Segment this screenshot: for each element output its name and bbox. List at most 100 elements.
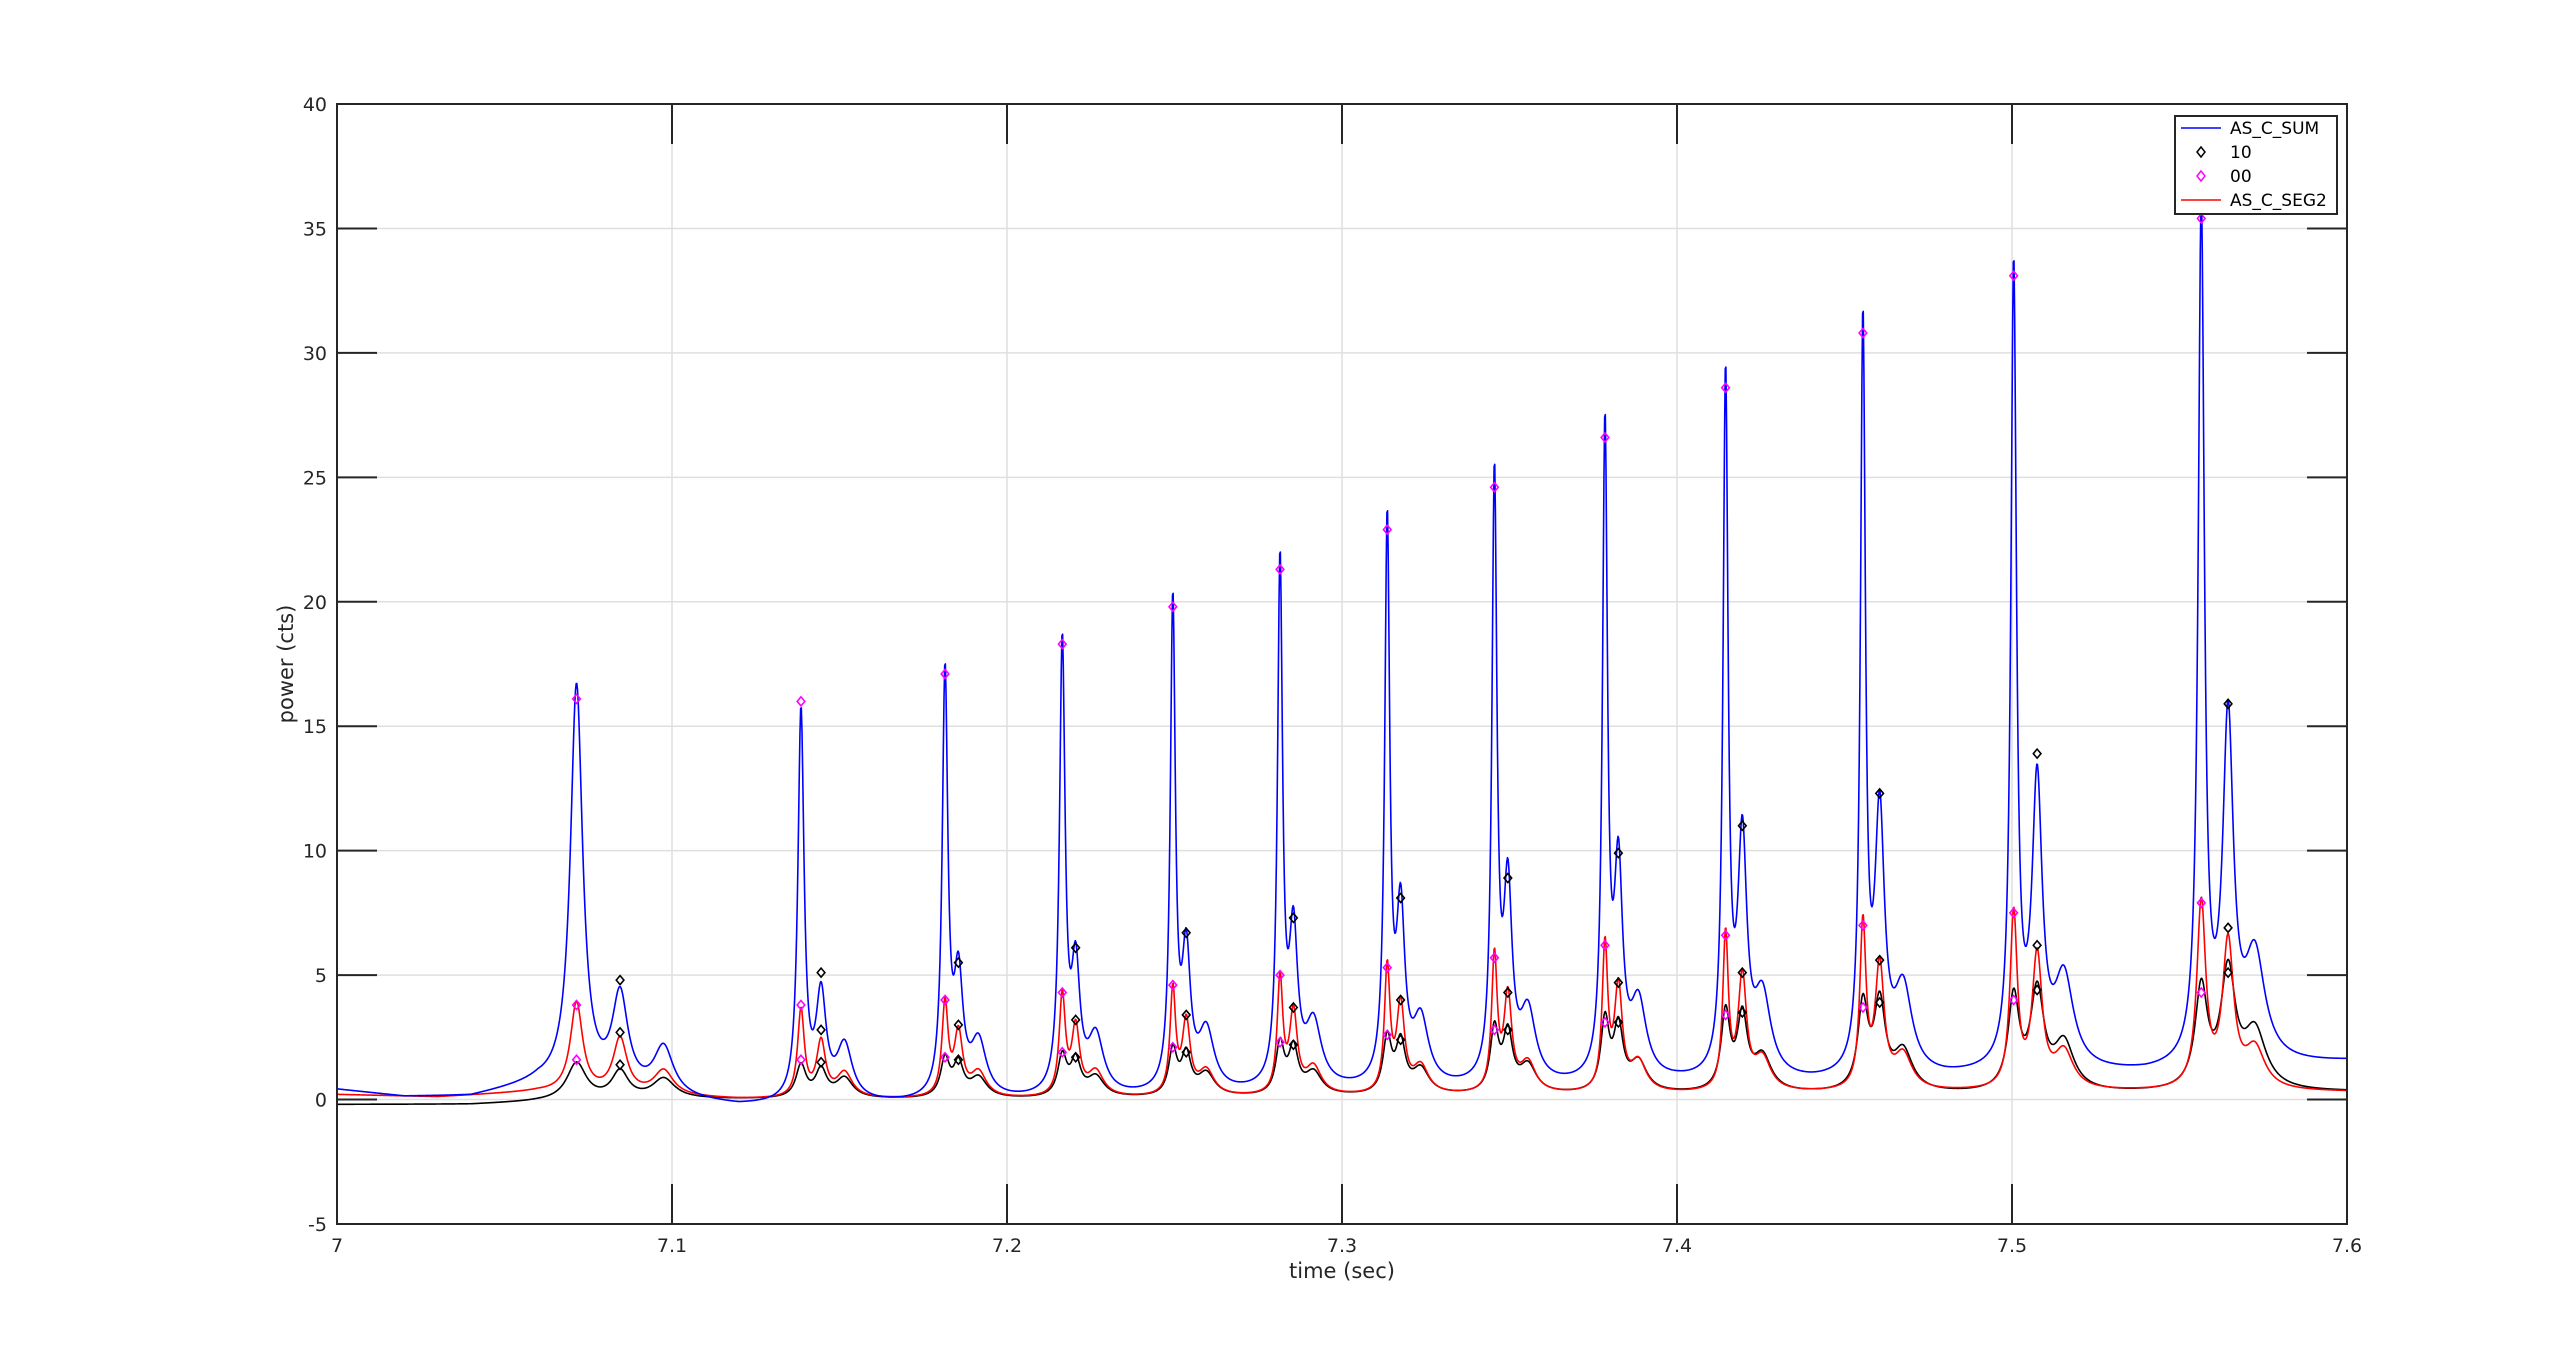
- marker-00: [1057, 986, 1068, 999]
- marker-00: [1057, 638, 1068, 650]
- marker-10: [1874, 787, 1885, 800]
- x-tick-label: 7.4: [1662, 1235, 1692, 1257]
- legend-swatch-00: [2196, 169, 2206, 183]
- marker-10: [1502, 1024, 1513, 1036]
- marker-10: [2032, 939, 2042, 951]
- marker-10: [816, 1056, 826, 1068]
- marker-00: [571, 999, 582, 1011]
- marker-10: [1395, 892, 1406, 904]
- marker-10: [1737, 820, 1748, 832]
- marker-00: [571, 693, 582, 705]
- marker-10: [1395, 994, 1406, 1006]
- marker-10: [1737, 1006, 1748, 1019]
- y-tick-label: 40: [303, 94, 327, 116]
- marker-10: [2223, 922, 2233, 934]
- marker-00: [1600, 431, 1610, 444]
- marker-10: [953, 1019, 964, 1031]
- marker-10: [1737, 966, 1748, 979]
- marker-00: [1600, 1016, 1610, 1029]
- marker-10: [1288, 912, 1299, 924]
- marker-00: [2008, 269, 2019, 282]
- marker-10: [2032, 984, 2042, 996]
- marker-10: [1613, 976, 1624, 989]
- marker-00: [940, 1051, 950, 1063]
- axis-ticks: [336, 103, 2348, 1225]
- marker-00: [2196, 986, 2207, 999]
- marker-10: [1288, 1001, 1299, 1014]
- marker-10: [1070, 1051, 1081, 1063]
- marker-10: [1874, 996, 1885, 1009]
- legend-entry-10: 10: [2230, 143, 2252, 163]
- legend-box: [2174, 115, 2338, 215]
- marker-10: [816, 966, 826, 979]
- x-axis-label: time (sec): [1289, 1259, 1395, 1283]
- marker-10: [1395, 1034, 1406, 1046]
- marker-10: [1070, 941, 1081, 954]
- marker-00: [2008, 994, 2019, 1006]
- marker-00: [1167, 601, 1178, 613]
- series-as-c-sum: [336, 198, 2348, 1103]
- marker-00: [1858, 327, 1868, 339]
- y-tick-label: 30: [303, 343, 327, 365]
- legend-entry-seg2: AS_C_SEG2: [2230, 191, 2327, 211]
- y-tick-label: -5: [308, 1214, 327, 1236]
- marker-00: [1720, 1009, 1731, 1021]
- marker-10: [1070, 1014, 1081, 1026]
- y-tick-label: 10: [303, 841, 327, 863]
- marker-00: [1858, 919, 1868, 932]
- legend-swatch-10: [2196, 145, 2206, 159]
- marker-00: [1167, 979, 1178, 991]
- y-tick-label: 25: [303, 467, 327, 489]
- y-tick-label: 20: [303, 592, 327, 614]
- marker-00: [940, 994, 950, 1006]
- marker-10: [953, 1053, 964, 1066]
- marker-00: [1600, 939, 1610, 951]
- marker-00: [796, 1053, 806, 1066]
- marker-10: [2032, 747, 2042, 760]
- marker-10: [615, 1058, 625, 1071]
- marker-10: [2223, 698, 2233, 710]
- marker-00: [1275, 1036, 1285, 1049]
- marker-00: [2196, 212, 2207, 225]
- marker-00: [1489, 1024, 1500, 1036]
- marker-10: [1181, 927, 1192, 939]
- grid-lines: [337, 104, 2347, 1224]
- legend: AS_C_SUM 10 00 AS_C_SEG2: [2174, 115, 2338, 215]
- marker-00: [796, 695, 806, 708]
- marker-00: [1057, 1046, 1068, 1059]
- y-tick-label: 15: [303, 716, 327, 738]
- marker-10: [1181, 1046, 1192, 1059]
- marker-00: [1720, 929, 1731, 942]
- x-tick-label: 7.1: [657, 1235, 687, 1257]
- marker-10: [615, 1026, 625, 1039]
- marker-10: [1874, 954, 1885, 966]
- marker-10: [953, 956, 964, 969]
- x-tick-label: 7.2: [992, 1235, 1022, 1257]
- x-tick-label: 7.6: [2332, 1235, 2362, 1257]
- marker-10: [1613, 847, 1624, 859]
- marker-10: [1613, 1016, 1624, 1029]
- x-tick-label: 7.3: [1327, 1235, 1357, 1257]
- legend-entry-00: 00: [2230, 167, 2252, 187]
- marker-10: [1502, 986, 1513, 999]
- series-layer: [336, 198, 2348, 1106]
- marker-00: [1382, 961, 1393, 974]
- marker-00: [571, 1053, 582, 1066]
- axis-tick-labels: 7 7.1 7.2 7.3 7.4 7.5 7.6 -5 0 5 10 15 20 25 30 35 40: [303, 94, 2362, 1257]
- marker-00: [1382, 1029, 1393, 1041]
- marker-00: [1489, 481, 1500, 494]
- marker-00: [940, 668, 950, 680]
- marker-00: [2196, 897, 2207, 909]
- y-tick-label: 5: [315, 965, 327, 987]
- marker-00: [1489, 951, 1500, 964]
- marker-00: [1167, 1041, 1178, 1054]
- marker-10: [2223, 966, 2233, 979]
- marker-layer: [571, 212, 2233, 1071]
- y-tick-label: 0: [315, 1090, 327, 1112]
- marker-10: [1288, 1039, 1299, 1051]
- marker-00: [1720, 381, 1731, 394]
- marker-00: [1858, 1001, 1868, 1014]
- legend-entry-sum: AS_C_SUM: [2230, 119, 2319, 139]
- marker-00: [796, 999, 806, 1011]
